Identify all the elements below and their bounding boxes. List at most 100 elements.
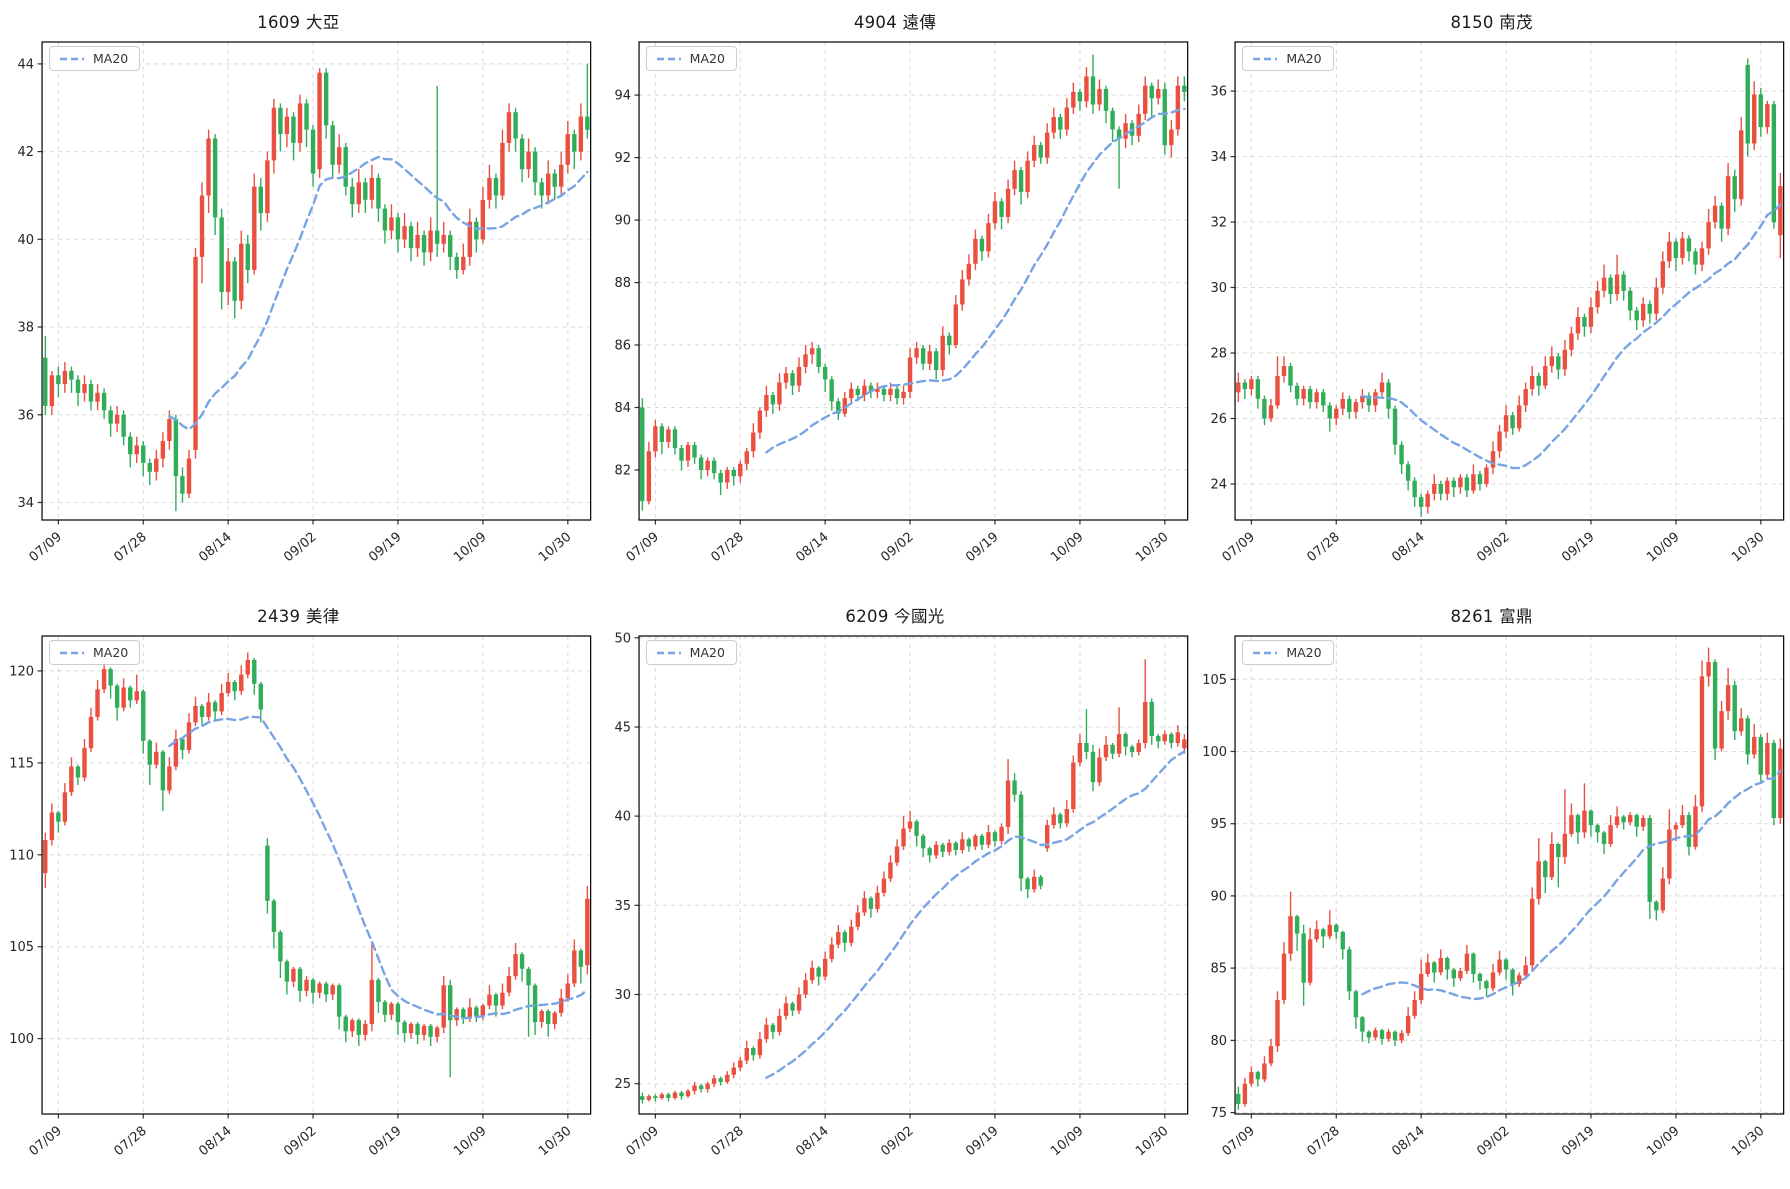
svg-text:120: 120 [9, 664, 34, 679]
svg-text:90: 90 [1211, 889, 1228, 904]
svg-text:08/14: 08/14 [1390, 530, 1428, 566]
svg-text:32: 32 [1211, 216, 1228, 231]
svg-text:08/14: 08/14 [196, 1124, 234, 1160]
plot-area: 24 26 28 30 32 34 36 07/09 07/28 08/14 09/02 09/19 1… [1193, 34, 1790, 594]
svg-text:35: 35 [614, 899, 631, 914]
svg-text:07/28: 07/28 [111, 530, 149, 566]
svg-text:07/28: 07/28 [708, 1124, 746, 1160]
svg-text:115: 115 [9, 756, 34, 771]
candlestick-plot: 24 26 28 30 32 34 36 07/09 07/28 08/14 09/02 09/19 1… [1211, 41, 1785, 566]
svg-text:84: 84 [614, 401, 631, 416]
legend-label: MA20 [93, 645, 129, 660]
svg-text:100: 100 [1203, 745, 1228, 760]
ma20-line-icon [1253, 57, 1278, 60]
svg-text:45: 45 [614, 721, 631, 736]
svg-text:30: 30 [614, 988, 631, 1003]
svg-text:07/28: 07/28 [1305, 530, 1343, 566]
svg-text:10/30: 10/30 [1729, 1124, 1767, 1160]
svg-text:105: 105 [9, 940, 34, 955]
legend-label: MA20 [1286, 51, 1322, 66]
svg-text:105: 105 [1203, 673, 1228, 688]
svg-text:09/02: 09/02 [878, 530, 916, 566]
chart-title: 8150 南茂 [1450, 13, 1533, 32]
svg-text:36: 36 [17, 408, 34, 423]
svg-text:90: 90 [614, 214, 631, 229]
svg-text:07/09: 07/09 [623, 1124, 661, 1160]
svg-text:10/30: 10/30 [1133, 1124, 1171, 1160]
plot-area: 34 36 38 40 42 44 07/09 07/28 08/14 09/02 09/19 10/… [0, 34, 597, 594]
plot-area: 82 84 86 88 90 92 94 07/09 07/28 08/14 09/02 09/19 1… [597, 34, 1194, 594]
legend-label: MA20 [689, 645, 725, 660]
svg-text:07/09: 07/09 [27, 530, 65, 566]
svg-text:07/09: 07/09 [1220, 1124, 1258, 1160]
svg-text:10/30: 10/30 [1133, 530, 1171, 566]
svg-text:42: 42 [17, 145, 34, 160]
svg-text:09/02: 09/02 [1475, 1124, 1513, 1160]
svg-text:09/19: 09/19 [366, 530, 404, 566]
svg-text:07/28: 07/28 [111, 1124, 149, 1160]
ma20-legend: MA20 [1242, 640, 1334, 665]
svg-text:110: 110 [9, 848, 34, 863]
svg-text:25: 25 [614, 1077, 631, 1092]
legend-label: MA20 [93, 51, 129, 66]
stock-chart-panel-4: 2439 美律 100 105 110 115 120 07/09 07/28 08/14 09… [0, 594, 597, 1188]
svg-text:10/09: 10/09 [451, 530, 489, 566]
svg-text:10/09: 10/09 [1644, 530, 1682, 566]
stock-chart-panel-2: 4904 遠傳 82 84 86 88 90 92 94 07/09 07/28 08/14 09/… [597, 0, 1194, 594]
svg-text:85: 85 [1211, 962, 1228, 977]
stock-chart-panel-5: 6209 今國光 25 30 35 40 45 50 07/09 07/28 08/14 09/0… [597, 594, 1194, 1188]
svg-text:26: 26 [1211, 412, 1228, 427]
ma20-line-icon [656, 57, 681, 60]
candlestick-plot: 82 84 86 88 90 92 94 07/09 07/28 08/14 09/02 09/19 1… [614, 41, 1188, 566]
svg-text:44: 44 [17, 57, 34, 72]
svg-text:09/19: 09/19 [963, 1124, 1001, 1160]
ma20-legend: MA20 [645, 46, 737, 71]
chart-title: 6209 今國光 [845, 607, 945, 626]
ma20-line-icon [656, 651, 681, 654]
svg-text:38: 38 [17, 321, 34, 336]
svg-text:10/09: 10/09 [1048, 530, 1086, 566]
svg-text:10/09: 10/09 [1048, 1124, 1086, 1160]
svg-text:10/30: 10/30 [1729, 530, 1767, 566]
ma20-line-icon [1253, 651, 1278, 654]
candlestick-plot: 75 80 85 90 95 100 105 07/09 07/28 08/14 09/02 09/1… [1203, 635, 1785, 1160]
svg-text:07/09: 07/09 [623, 530, 661, 566]
stock-chart-panel-1: 1609 大亞 34 36 38 40 42 44 07/09 07/28 08/14 09/02… [0, 0, 597, 594]
stock-chart-panel-3: 8150 南茂 24 26 28 30 32 34 36 07/09 07/28 08/14 09/… [1193, 0, 1790, 594]
stock-chart-panel-6: 8261 富鼎 75 80 85 90 95 100 105 07/09 07/28 08/14 0… [1193, 594, 1790, 1188]
svg-text:30: 30 [1211, 281, 1228, 296]
svg-text:07/09: 07/09 [27, 1124, 65, 1160]
candlestick-plot: 25 30 35 40 45 50 07/09 07/28 08/14 09/02 09/19 10/… [614, 631, 1188, 1160]
svg-text:24: 24 [1211, 478, 1228, 493]
svg-text:09/19: 09/19 [1559, 530, 1597, 566]
svg-text:09/02: 09/02 [281, 530, 319, 566]
svg-text:36: 36 [1211, 85, 1228, 100]
svg-text:92: 92 [614, 151, 631, 166]
svg-text:40: 40 [17, 233, 34, 248]
ma20-legend: MA20 [1242, 46, 1334, 71]
svg-text:09/02: 09/02 [878, 1124, 916, 1160]
svg-text:07/28: 07/28 [1305, 1124, 1343, 1160]
svg-text:08/14: 08/14 [793, 530, 831, 566]
svg-text:95: 95 [1211, 817, 1228, 832]
svg-text:94: 94 [614, 89, 631, 104]
svg-text:34: 34 [17, 496, 34, 511]
svg-text:10/30: 10/30 [536, 530, 574, 566]
svg-text:88: 88 [614, 276, 631, 291]
svg-text:40: 40 [614, 810, 631, 825]
ma20-line-icon [60, 57, 84, 60]
svg-text:08/14: 08/14 [1390, 1124, 1428, 1160]
legend-label: MA20 [689, 51, 725, 66]
svg-text:07/09: 07/09 [1220, 530, 1258, 566]
svg-text:80: 80 [1211, 1034, 1228, 1049]
svg-text:10/30: 10/30 [536, 1124, 574, 1160]
ma20-legend: MA20 [49, 640, 141, 665]
svg-text:09/19: 09/19 [963, 530, 1001, 566]
svg-text:08/14: 08/14 [196, 530, 234, 566]
candlestick-plot: 100 105 110 115 120 07/09 07/28 08/14 09/02 09/19… [9, 635, 592, 1160]
plot-area: 25 30 35 40 45 50 07/09 07/28 08/14 09/02 09/19 10/… [597, 628, 1194, 1188]
plot-area: 75 80 85 90 95 100 105 07/09 07/28 08/14 09/02 09/1… [1193, 628, 1790, 1188]
svg-text:82: 82 [614, 464, 631, 479]
svg-text:09/19: 09/19 [1559, 1124, 1597, 1160]
